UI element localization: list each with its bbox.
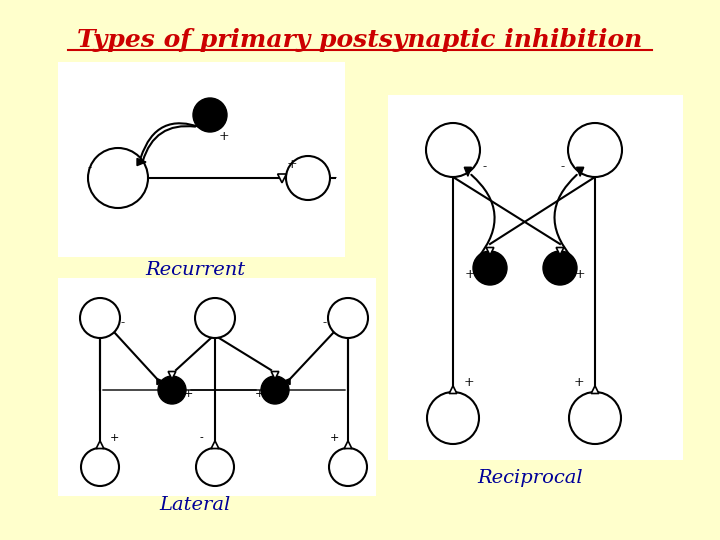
- Circle shape: [543, 251, 577, 285]
- Polygon shape: [157, 379, 164, 384]
- FancyArrowPatch shape: [554, 175, 577, 258]
- Circle shape: [81, 448, 119, 486]
- Circle shape: [329, 448, 367, 486]
- Text: -: -: [483, 160, 487, 173]
- FancyBboxPatch shape: [58, 278, 376, 496]
- Text: +: +: [219, 131, 229, 144]
- Circle shape: [568, 123, 622, 177]
- Circle shape: [328, 298, 368, 338]
- Polygon shape: [486, 247, 494, 255]
- Text: +: +: [184, 389, 193, 399]
- Polygon shape: [464, 167, 472, 176]
- Polygon shape: [283, 379, 290, 384]
- Polygon shape: [577, 167, 584, 176]
- FancyArrowPatch shape: [472, 175, 495, 258]
- Polygon shape: [344, 441, 352, 449]
- FancyArrowPatch shape: [141, 123, 202, 157]
- Polygon shape: [556, 247, 564, 255]
- Circle shape: [196, 448, 234, 486]
- Text: -: -: [121, 316, 125, 329]
- Text: Recurrent: Recurrent: [145, 261, 245, 279]
- Circle shape: [80, 298, 120, 338]
- Text: Types of primary postsynaptic inhibition: Types of primary postsynaptic inhibition: [77, 28, 643, 52]
- Text: +: +: [574, 375, 585, 388]
- Text: -: -: [88, 161, 92, 174]
- Polygon shape: [591, 386, 599, 394]
- Text: -: -: [199, 433, 203, 443]
- Circle shape: [193, 98, 227, 132]
- Polygon shape: [211, 441, 219, 449]
- FancyBboxPatch shape: [388, 95, 683, 460]
- Polygon shape: [96, 441, 104, 449]
- Text: +: +: [575, 267, 585, 280]
- Text: +: +: [464, 375, 474, 388]
- Polygon shape: [449, 386, 457, 394]
- Polygon shape: [137, 158, 146, 166]
- Text: +: +: [464, 267, 475, 280]
- Text: -: -: [561, 160, 565, 173]
- Circle shape: [426, 123, 480, 177]
- FancyBboxPatch shape: [58, 62, 345, 257]
- Text: +: +: [254, 389, 264, 399]
- FancyArrowPatch shape: [143, 126, 195, 161]
- Text: Reciprocal: Reciprocal: [477, 469, 582, 487]
- Circle shape: [427, 392, 479, 444]
- Polygon shape: [168, 372, 176, 379]
- Circle shape: [158, 376, 186, 404]
- Text: -: -: [333, 172, 337, 185]
- Text: -: -: [323, 316, 327, 329]
- Circle shape: [286, 156, 330, 200]
- Polygon shape: [271, 372, 279, 379]
- Circle shape: [88, 148, 148, 208]
- Circle shape: [195, 298, 235, 338]
- Text: Lateral: Lateral: [159, 496, 230, 514]
- Circle shape: [473, 251, 507, 285]
- Polygon shape: [278, 174, 287, 183]
- Text: +: +: [109, 433, 119, 443]
- Circle shape: [569, 392, 621, 444]
- Text: +: +: [287, 158, 297, 171]
- Circle shape: [261, 376, 289, 404]
- Text: +: +: [329, 433, 338, 443]
